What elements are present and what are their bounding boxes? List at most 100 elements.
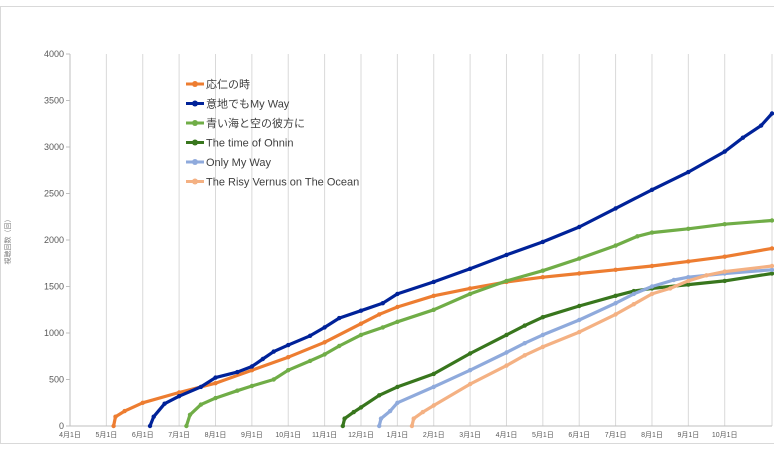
data-point-series-6 — [686, 278, 691, 284]
data-point-series-2 — [337, 315, 342, 321]
x-tick-label: 9月1日 — [241, 431, 263, 439]
data-point-series-1 — [358, 321, 364, 326]
data-point-series-2 — [213, 375, 218, 380]
legend-swatch-marker — [192, 139, 198, 146]
data-point-series-6 — [522, 353, 527, 358]
data-point-series-3 — [613, 243, 618, 248]
data-point-series-1 — [377, 312, 382, 317]
data-point-series-2 — [722, 149, 727, 154]
y-tick-label: 2500 — [44, 189, 64, 199]
data-point-series-3 — [431, 307, 436, 312]
data-point-series-2 — [176, 394, 182, 399]
data-point-series-5 — [769, 267, 774, 272]
data-point-series-3 — [540, 268, 545, 273]
x-tick-label: 10月1日 — [275, 431, 301, 439]
legend-label: The time of Ohnin — [206, 138, 293, 150]
data-point-series-4 — [377, 393, 382, 398]
data-point-series-1 — [395, 304, 400, 310]
y-axis-label: 視聴回数（回） — [3, 216, 12, 265]
data-point-series-3 — [213, 395, 218, 401]
frame-top-border — [0, 6, 774, 7]
data-point-series-4 — [340, 423, 345, 429]
data-point-series-2 — [769, 111, 774, 116]
y-tick-label: 4000 — [44, 49, 64, 59]
data-point-series-5 — [467, 368, 473, 373]
series-line-4 — [341, 271, 774, 428]
data-point-series-1 — [176, 390, 182, 395]
data-point-series-2 — [147, 423, 153, 429]
legend-label: The Risy Vernus on The Ocean — [206, 177, 359, 189]
x-tick-label: 8月1日 — [205, 431, 227, 439]
data-point-series-1 — [540, 275, 545, 280]
data-point-series-4 — [722, 278, 727, 284]
data-point-series-3 — [577, 256, 582, 261]
data-point-series-6 — [649, 291, 655, 297]
x-tick-label: 5月1日 — [532, 431, 554, 439]
data-point-series-3 — [187, 412, 193, 417]
data-point-series-3 — [769, 218, 774, 223]
data-point-series-1 — [322, 340, 327, 345]
data-point-series-3 — [686, 226, 691, 231]
data-point-series-2 — [431, 279, 436, 285]
data-point-series-2 — [358, 308, 364, 313]
data-point-series-6 — [540, 344, 545, 350]
data-point-series-6 — [668, 286, 673, 291]
x-tick-label: 4月1日 — [59, 431, 81, 439]
legend-swatch-marker — [192, 159, 198, 165]
data-point-series-4 — [395, 384, 400, 390]
data-point-series-5 — [504, 350, 509, 355]
data-point-series-1 — [113, 414, 118, 419]
data-point-series-1 — [686, 259, 691, 264]
data-point-series-2 — [577, 224, 582, 230]
data-point-series-5 — [577, 317, 582, 323]
x-tick-label: 7月1日 — [605, 431, 627, 439]
data-point-series-1 — [769, 246, 774, 251]
data-point-series-2 — [162, 401, 167, 406]
data-point-series-3 — [504, 278, 509, 284]
data-point-series-3 — [271, 377, 276, 382]
legend-swatch-marker — [192, 120, 198, 126]
x-tick-label: 10月1日 — [712, 431, 738, 439]
data-point-series-6 — [409, 423, 415, 429]
legend-label: 青い海と空の彼方に — [206, 116, 305, 130]
data-point-series-6 — [722, 269, 727, 274]
data-point-series-1 — [286, 355, 291, 360]
legend-label: 応仁の時 — [206, 77, 250, 91]
x-tick-label: 9月1日 — [677, 431, 699, 439]
x-tick-label: 4月1日 — [496, 431, 518, 439]
data-point-series-2 — [198, 384, 204, 390]
data-point-series-1 — [140, 400, 145, 405]
data-point-series-5 — [631, 291, 636, 297]
data-point-series-1 — [111, 423, 116, 429]
data-point-series-6 — [704, 273, 709, 278]
data-point-series-5 — [613, 301, 618, 306]
data-point-series-2 — [307, 333, 313, 338]
data-point-series-2 — [286, 342, 291, 348]
data-point-series-1 — [249, 368, 255, 373]
legend-swatch-marker — [192, 81, 198, 87]
x-tick-label: 2月1日 — [423, 431, 445, 439]
data-point-series-4 — [431, 371, 436, 377]
data-point-series-5 — [686, 275, 691, 280]
data-point-series-2 — [395, 291, 400, 297]
frame-bottom-border — [0, 443, 774, 444]
data-point-series-5 — [540, 332, 545, 338]
data-point-series-5 — [649, 284, 655, 289]
data-point-series-4 — [769, 271, 774, 276]
data-point-series-4 — [613, 293, 618, 298]
series-line-1 — [112, 246, 774, 428]
x-tick-label: 1月1日 — [386, 431, 408, 439]
legend-label: 意地でもMy Way — [206, 97, 290, 111]
data-point-series-4 — [540, 315, 545, 320]
data-point-series-2 — [686, 169, 691, 175]
data-point-series-2 — [740, 135, 746, 140]
data-point-series-6 — [613, 312, 618, 317]
data-point-series-6 — [420, 409, 425, 415]
data-point-series-2 — [322, 325, 327, 330]
data-point-series-1 — [613, 267, 618, 272]
y-tick-label: 3000 — [44, 142, 64, 152]
data-point-series-1 — [649, 263, 655, 269]
data-point-series-1 — [722, 254, 727, 259]
data-point-series-4 — [358, 405, 364, 410]
data-point-series-4 — [686, 282, 691, 287]
